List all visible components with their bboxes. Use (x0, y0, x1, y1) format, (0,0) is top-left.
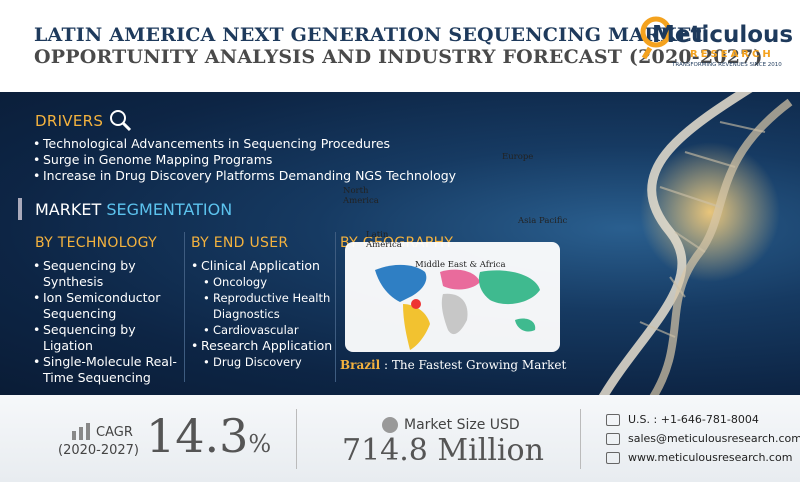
item-text: Technological Advancements in Sequencing… (43, 136, 391, 151)
cagr-icon (72, 423, 90, 440)
cagr-period: (2020-2027) (58, 443, 140, 458)
cagr-unit: % (248, 430, 272, 458)
bullet: • (203, 275, 210, 289)
technology-title: BY TECHNOLOGY (35, 235, 157, 251)
list-item: • Increase in Drug Discovery Platforms De… (33, 168, 456, 184)
highlight: Brazil : The Fastest Growing Market (340, 358, 566, 372)
segmentation-title: MARKET SEGMENTATION (35, 200, 232, 219)
contact: U.S. : +1-646-781-8004 (628, 413, 759, 426)
contact: www.meticulousresearch.com (628, 451, 793, 464)
list-item: • Drug Discovery (191, 354, 336, 370)
bullet: • (33, 258, 41, 273)
drivers-icon (110, 110, 132, 132)
item-text: Oncology (213, 275, 268, 289)
region-label: Asia Pacific (518, 216, 568, 226)
bullet: • (203, 355, 210, 369)
title-part: MARKET (35, 200, 102, 219)
bullet: • (203, 291, 210, 305)
bullet: • (191, 258, 199, 273)
end-user-title: BY END USER (191, 235, 289, 251)
title-line: LATIN AMERICA NEXT GENERATION SEQUENCING… (34, 24, 706, 46)
region-label: North America (343, 186, 379, 206)
bullet: • (191, 338, 199, 353)
end-user-list: • Clinical Application • Oncology • Reproduct… (191, 258, 336, 370)
list-item: • Research Application (191, 338, 336, 354)
world-map (375, 264, 540, 350)
list-item: • Sequencing by Ligation (33, 322, 183, 354)
logo-sub: RESEARCH (690, 49, 774, 60)
list-item: • Sequencing by Synthesis (33, 258, 183, 290)
item-text: Research Application (201, 338, 333, 353)
market-value: 714.8 Million (342, 433, 544, 468)
logo-name: Meticulous (652, 22, 794, 48)
bullet: • (33, 136, 41, 151)
cagr-label: CAGR (96, 425, 133, 440)
bullet: • (33, 168, 41, 183)
dna-helix (598, 92, 793, 395)
item-text: Single-Molecule Real-Time Sequencing (43, 354, 177, 385)
divider (335, 232, 336, 382)
header: LATIN AMERICA NEXT GENERATION SEQUENCING… (0, 0, 800, 92)
bullet: • (33, 322, 41, 337)
list-item: • Single-Molecule Real-Time Sequencing (33, 354, 183, 386)
drivers-list: • Technological Advancements in Sequencin… (33, 136, 456, 184)
cagr-value: 14.3% (146, 409, 271, 463)
title-part: SEGMENTATION (106, 200, 233, 219)
highlight-country: Brazil (340, 358, 381, 372)
item-text: Cardiovascular (213, 323, 299, 337)
item-text: Increase in Drug Discovery Platforms Dem… (43, 168, 457, 183)
list-item: • Cardiovascular (191, 322, 336, 338)
highlight-text: : The Fastest Growing Market (380, 358, 567, 372)
item-text: Drug Discovery (213, 355, 302, 369)
contact: sales@meticulousresearch.com (628, 432, 800, 445)
list-item: • Technological Advancements in Sequencin… (33, 136, 456, 152)
list-item: • Ion Semiconductor Sequencing (33, 290, 183, 322)
list-item: • Surge in Genome Mapping Programs (33, 152, 456, 168)
section-marker (18, 198, 22, 220)
divider (296, 409, 297, 469)
logo-icon (640, 16, 672, 60)
item-text: Clinical Application (201, 258, 320, 273)
region-label: Middle East & Africa (415, 260, 506, 270)
bullet: • (33, 354, 41, 369)
logo-tagline: TRANSFORMING REVENUES SINCE 2010 (672, 62, 782, 68)
contact-icon (606, 452, 620, 464)
drivers-title: DRIVERS (35, 112, 104, 130)
bullet: • (33, 152, 41, 167)
list-item: • Reproductive Health Diagnostics (191, 290, 336, 322)
item-text: Ion Semiconductor Sequencing (43, 290, 161, 321)
divider (580, 409, 581, 469)
market-icon (382, 417, 398, 433)
item-text: Surge in Genome Mapping Programs (43, 152, 273, 167)
divider (184, 232, 185, 382)
region-label: Latin America (366, 230, 402, 250)
region-label: Europe (502, 152, 534, 162)
list-item: • Clinical Application (191, 258, 336, 274)
cagr-number: 14.3 (146, 409, 249, 463)
bullet: • (33, 290, 41, 305)
technology-list: • Sequencing by Synthesis • Ion Semiconduct… (33, 258, 183, 386)
main-panel: DRIVERS • Technological Advancements in S… (0, 92, 800, 395)
contact-icon (606, 414, 620, 426)
footer: CAGR (2020-2027) 14.3% Market Size USD 7… (0, 395, 800, 482)
item-text: Sequencing by Synthesis (43, 258, 136, 289)
item-text: Sequencing by Ligation (43, 322, 136, 353)
market-label: Market Size USD (404, 417, 520, 433)
bullet: • (203, 323, 210, 337)
contact-icon (606, 433, 620, 445)
list-item: • Oncology (191, 274, 336, 290)
title-line: OPPORTUNITY ANALYSIS AND INDUSTRY FORECA… (34, 46, 763, 68)
item-text: Reproductive Health Diagnostics (213, 291, 331, 321)
